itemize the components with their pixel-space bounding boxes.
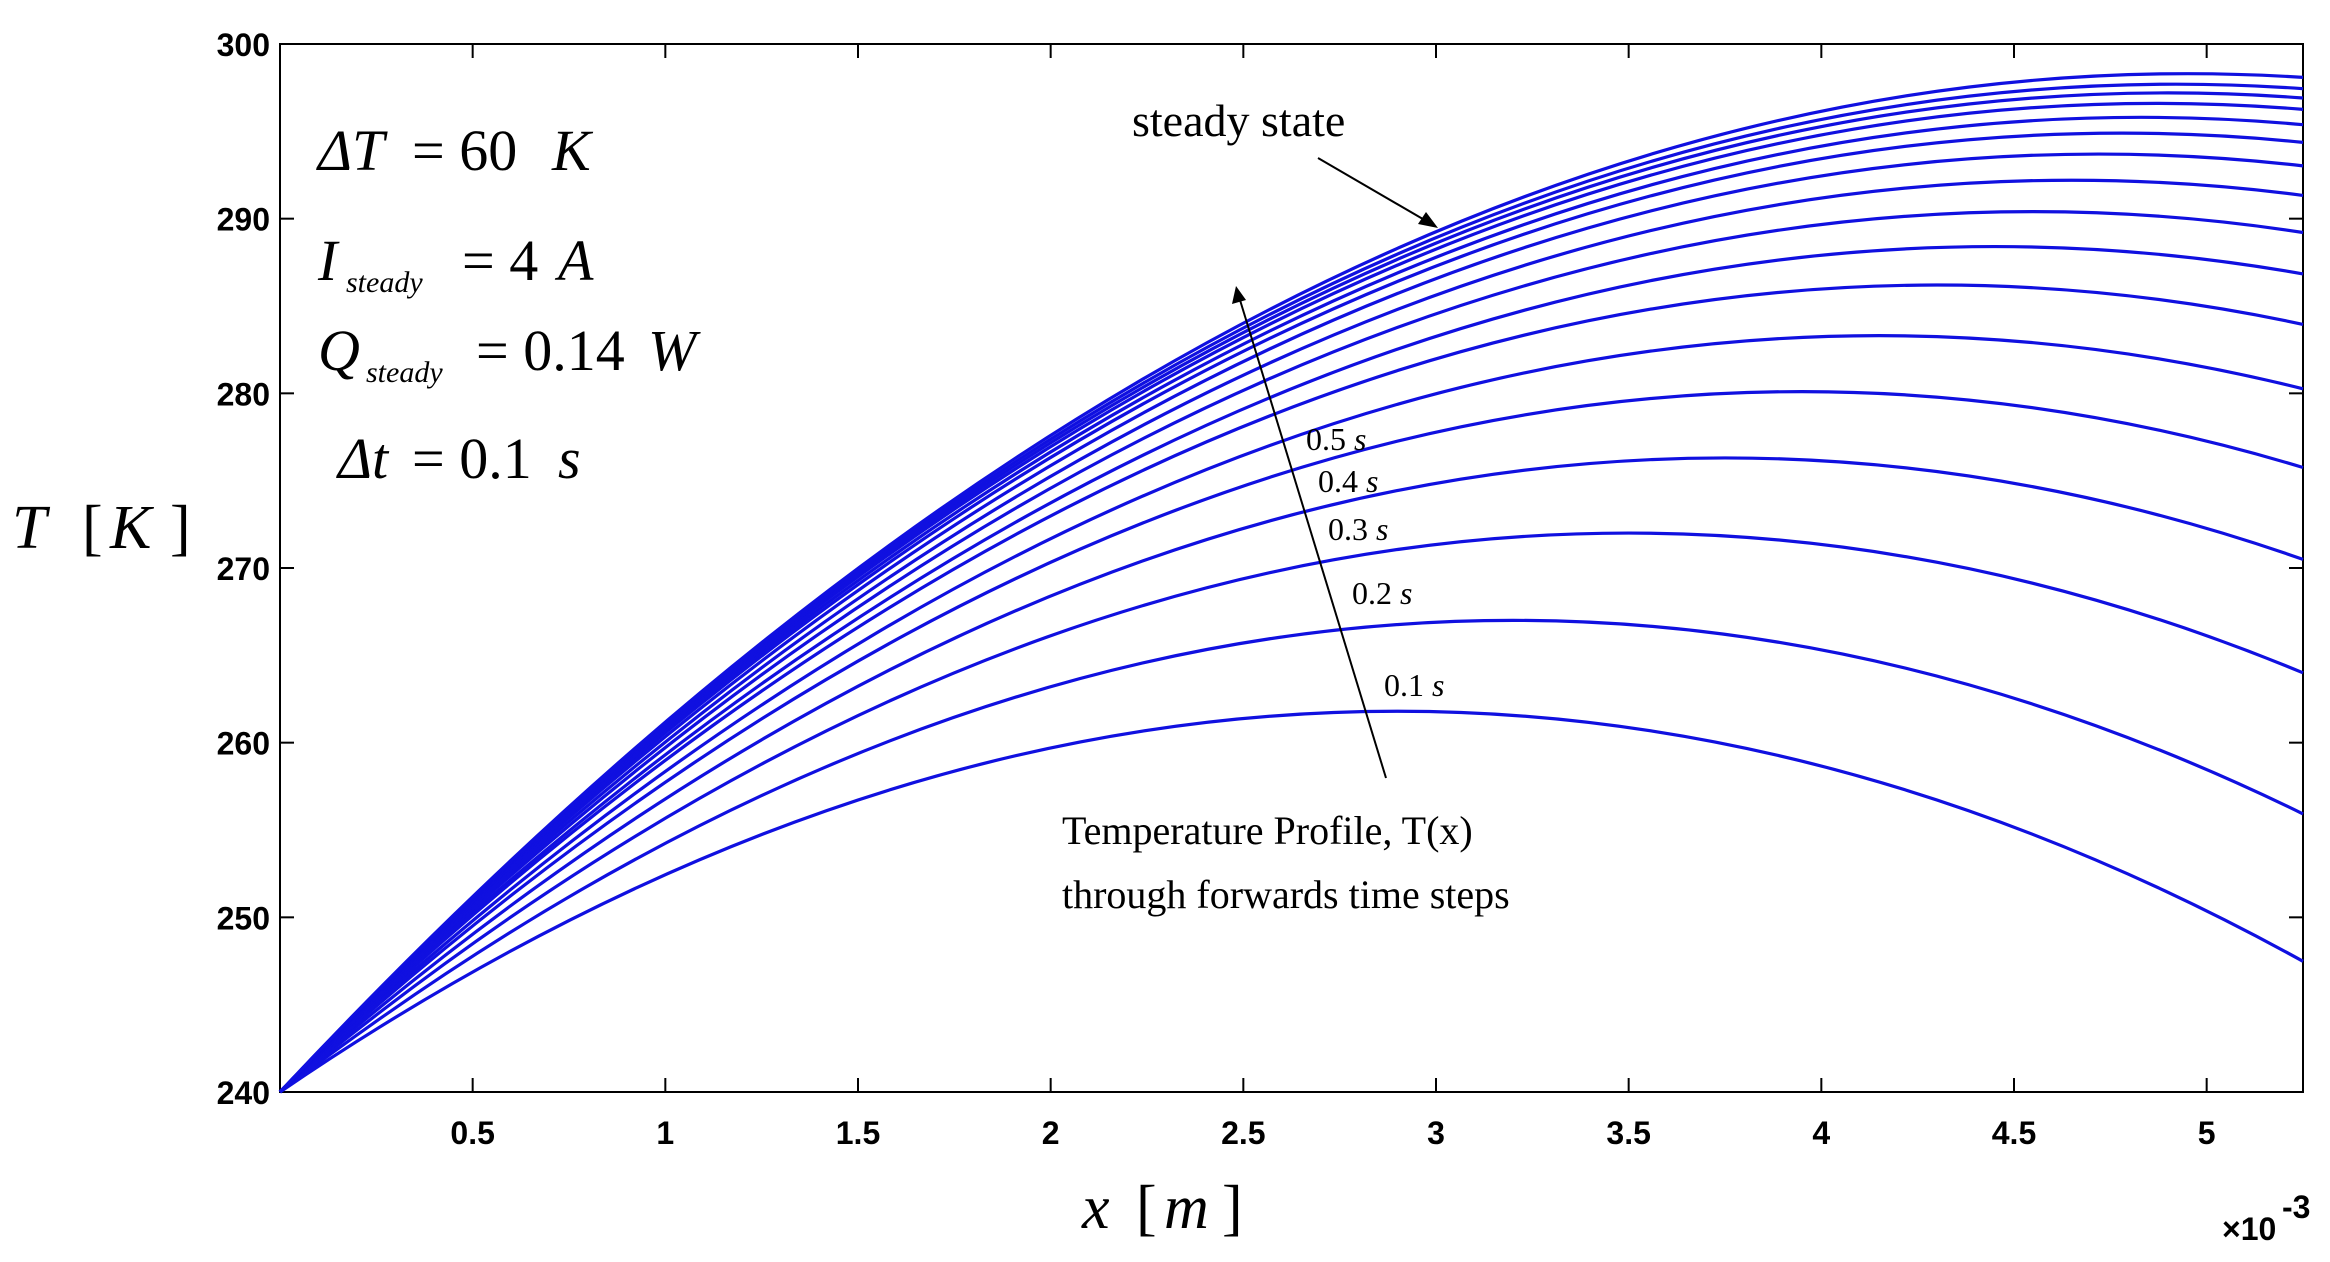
y-tick-label: 290 (217, 202, 270, 238)
delta-T-unit: K (551, 118, 594, 183)
y-axis-variable: T (12, 494, 51, 562)
delta-t-value: = 0.1 (412, 426, 532, 491)
time-label-0.3s: 0.3 s (1328, 511, 1388, 547)
Q-steady-value: = 0.14 (476, 318, 625, 383)
y-tick-labels: 240 250 260 270 280 290 300 (217, 27, 270, 1111)
time-label-number: 0.4 (1318, 463, 1358, 499)
x-tick-labels: 0.5 1 1.5 2 2.5 3 3.5 4 4.5 5 (450, 1115, 2215, 1151)
annotation-delta-T: ΔT = 60 K (316, 118, 594, 183)
temperature-curve-0.4s (278, 456, 2304, 1094)
x-tick-label: 1.5 (836, 1115, 880, 1151)
temperature-curve-0.2s (279, 618, 2304, 1094)
annotation-Q-steady: Q steady = 0.14 W (318, 318, 701, 389)
y-axis-bracket-close: ] (170, 494, 191, 562)
time-label-number: 0.5 (1306, 421, 1346, 457)
I-steady-subscript: steady (346, 266, 423, 299)
x-axis-variable: x (1081, 1174, 1110, 1242)
temperature-curve-0.6s (278, 334, 2304, 1094)
x-exponent-base: ×10 (2222, 1211, 2276, 1247)
y-tick-label: 300 (217, 27, 270, 63)
y-tick-label: 250 (217, 900, 270, 936)
time-label-number: 0.2 (1352, 575, 1392, 611)
delta-t-unit: s (558, 426, 581, 491)
temperature-curve-1.0s (278, 178, 2304, 1094)
Q-steady-symbol: Q (318, 318, 360, 383)
time-label-0.2s: 0.2 s (1352, 575, 1412, 611)
delta-T-value: = 60 (412, 118, 517, 183)
y-axis-unit: K (109, 494, 155, 562)
delta-t-symbol: Δt (336, 426, 390, 491)
temperature-curve-0.9s (278, 210, 2304, 1094)
Q-steady-subscript: steady (366, 356, 443, 389)
y-tick-label: 270 (217, 551, 270, 587)
time-label-0.1s: 0.1 s (1384, 667, 1444, 703)
annotation-delta-t: Δt = 0.1 s (336, 426, 581, 491)
x-tick-label: 2 (1042, 1115, 1060, 1151)
time-label-unit: s (1366, 463, 1378, 499)
x-axis-bracket-close: ] (1222, 1174, 1243, 1242)
Q-steady-unit: W (648, 318, 701, 383)
time-label-number: 0.1 (1384, 667, 1424, 703)
temperature-curve-1.2s (278, 131, 2304, 1094)
temperature-curve-1.1s (278, 152, 2304, 1094)
x-axis-unit: m (1164, 1174, 1209, 1242)
time-label-unit: s (1376, 511, 1388, 547)
time-progression-arrow (1232, 286, 1387, 779)
temperature-curve-0.1s (279, 709, 2304, 1094)
caption-line-1: Temperature Profile, T(x) (1062, 808, 1473, 853)
x-tick-label: 5 (2198, 1115, 2216, 1151)
x-axis-label: x [ m ] (1081, 1174, 1243, 1242)
x-tick-label: 0.5 (450, 1115, 494, 1151)
y-axis-bracket-open: [ (82, 494, 103, 562)
time-label-number: 0.3 (1328, 511, 1368, 547)
x-exponent-power: -3 (2282, 1189, 2310, 1225)
annotation-I-steady: I steady = 4 A (317, 228, 594, 299)
temperature-curve-0.7s (278, 283, 2304, 1094)
temperature-curve-0.3s (278, 531, 2304, 1094)
temperature-curve-0.8s (278, 245, 2304, 1094)
steady-state-label: steady state (1132, 95, 1345, 146)
time-label-unit: s (1354, 421, 1366, 457)
x-tick-label: 4 (1812, 1115, 1830, 1151)
I-steady-unit: A (554, 228, 594, 293)
x-tick-label: 1 (656, 1115, 674, 1151)
y-axis-label: T [ K ] (12, 494, 191, 562)
time-label-0.5s: 0.5 s (1306, 421, 1366, 457)
x-axis-exponent: ×10 -3 (2222, 1189, 2310, 1247)
delta-T-symbol: ΔT (316, 118, 388, 183)
time-label-unit: s (1400, 575, 1412, 611)
temperature-curves (278, 72, 2304, 1094)
caption-line-2: through forwards time steps (1062, 872, 1510, 917)
y-tick-label: 240 (217, 1075, 270, 1111)
x-tick-label: 3.5 (1606, 1115, 1650, 1151)
time-label-unit: s (1432, 667, 1444, 703)
y-tick-label: 280 (217, 376, 270, 412)
I-steady-symbol: I (317, 228, 340, 293)
x-tick-label: 3 (1427, 1115, 1445, 1151)
x-axis-bracket-open: [ (1136, 1174, 1157, 1242)
x-tick-label: 4.5 (1992, 1115, 2036, 1151)
steady-state-arrow (1317, 157, 1438, 228)
I-steady-value: = 4 (462, 228, 538, 293)
y-tick-label: 260 (217, 726, 270, 762)
temperature-curve-steady-state (278, 72, 2304, 1094)
x-tick-label: 2.5 (1221, 1115, 1265, 1151)
time-label-0.4s: 0.4 s (1318, 463, 1378, 499)
